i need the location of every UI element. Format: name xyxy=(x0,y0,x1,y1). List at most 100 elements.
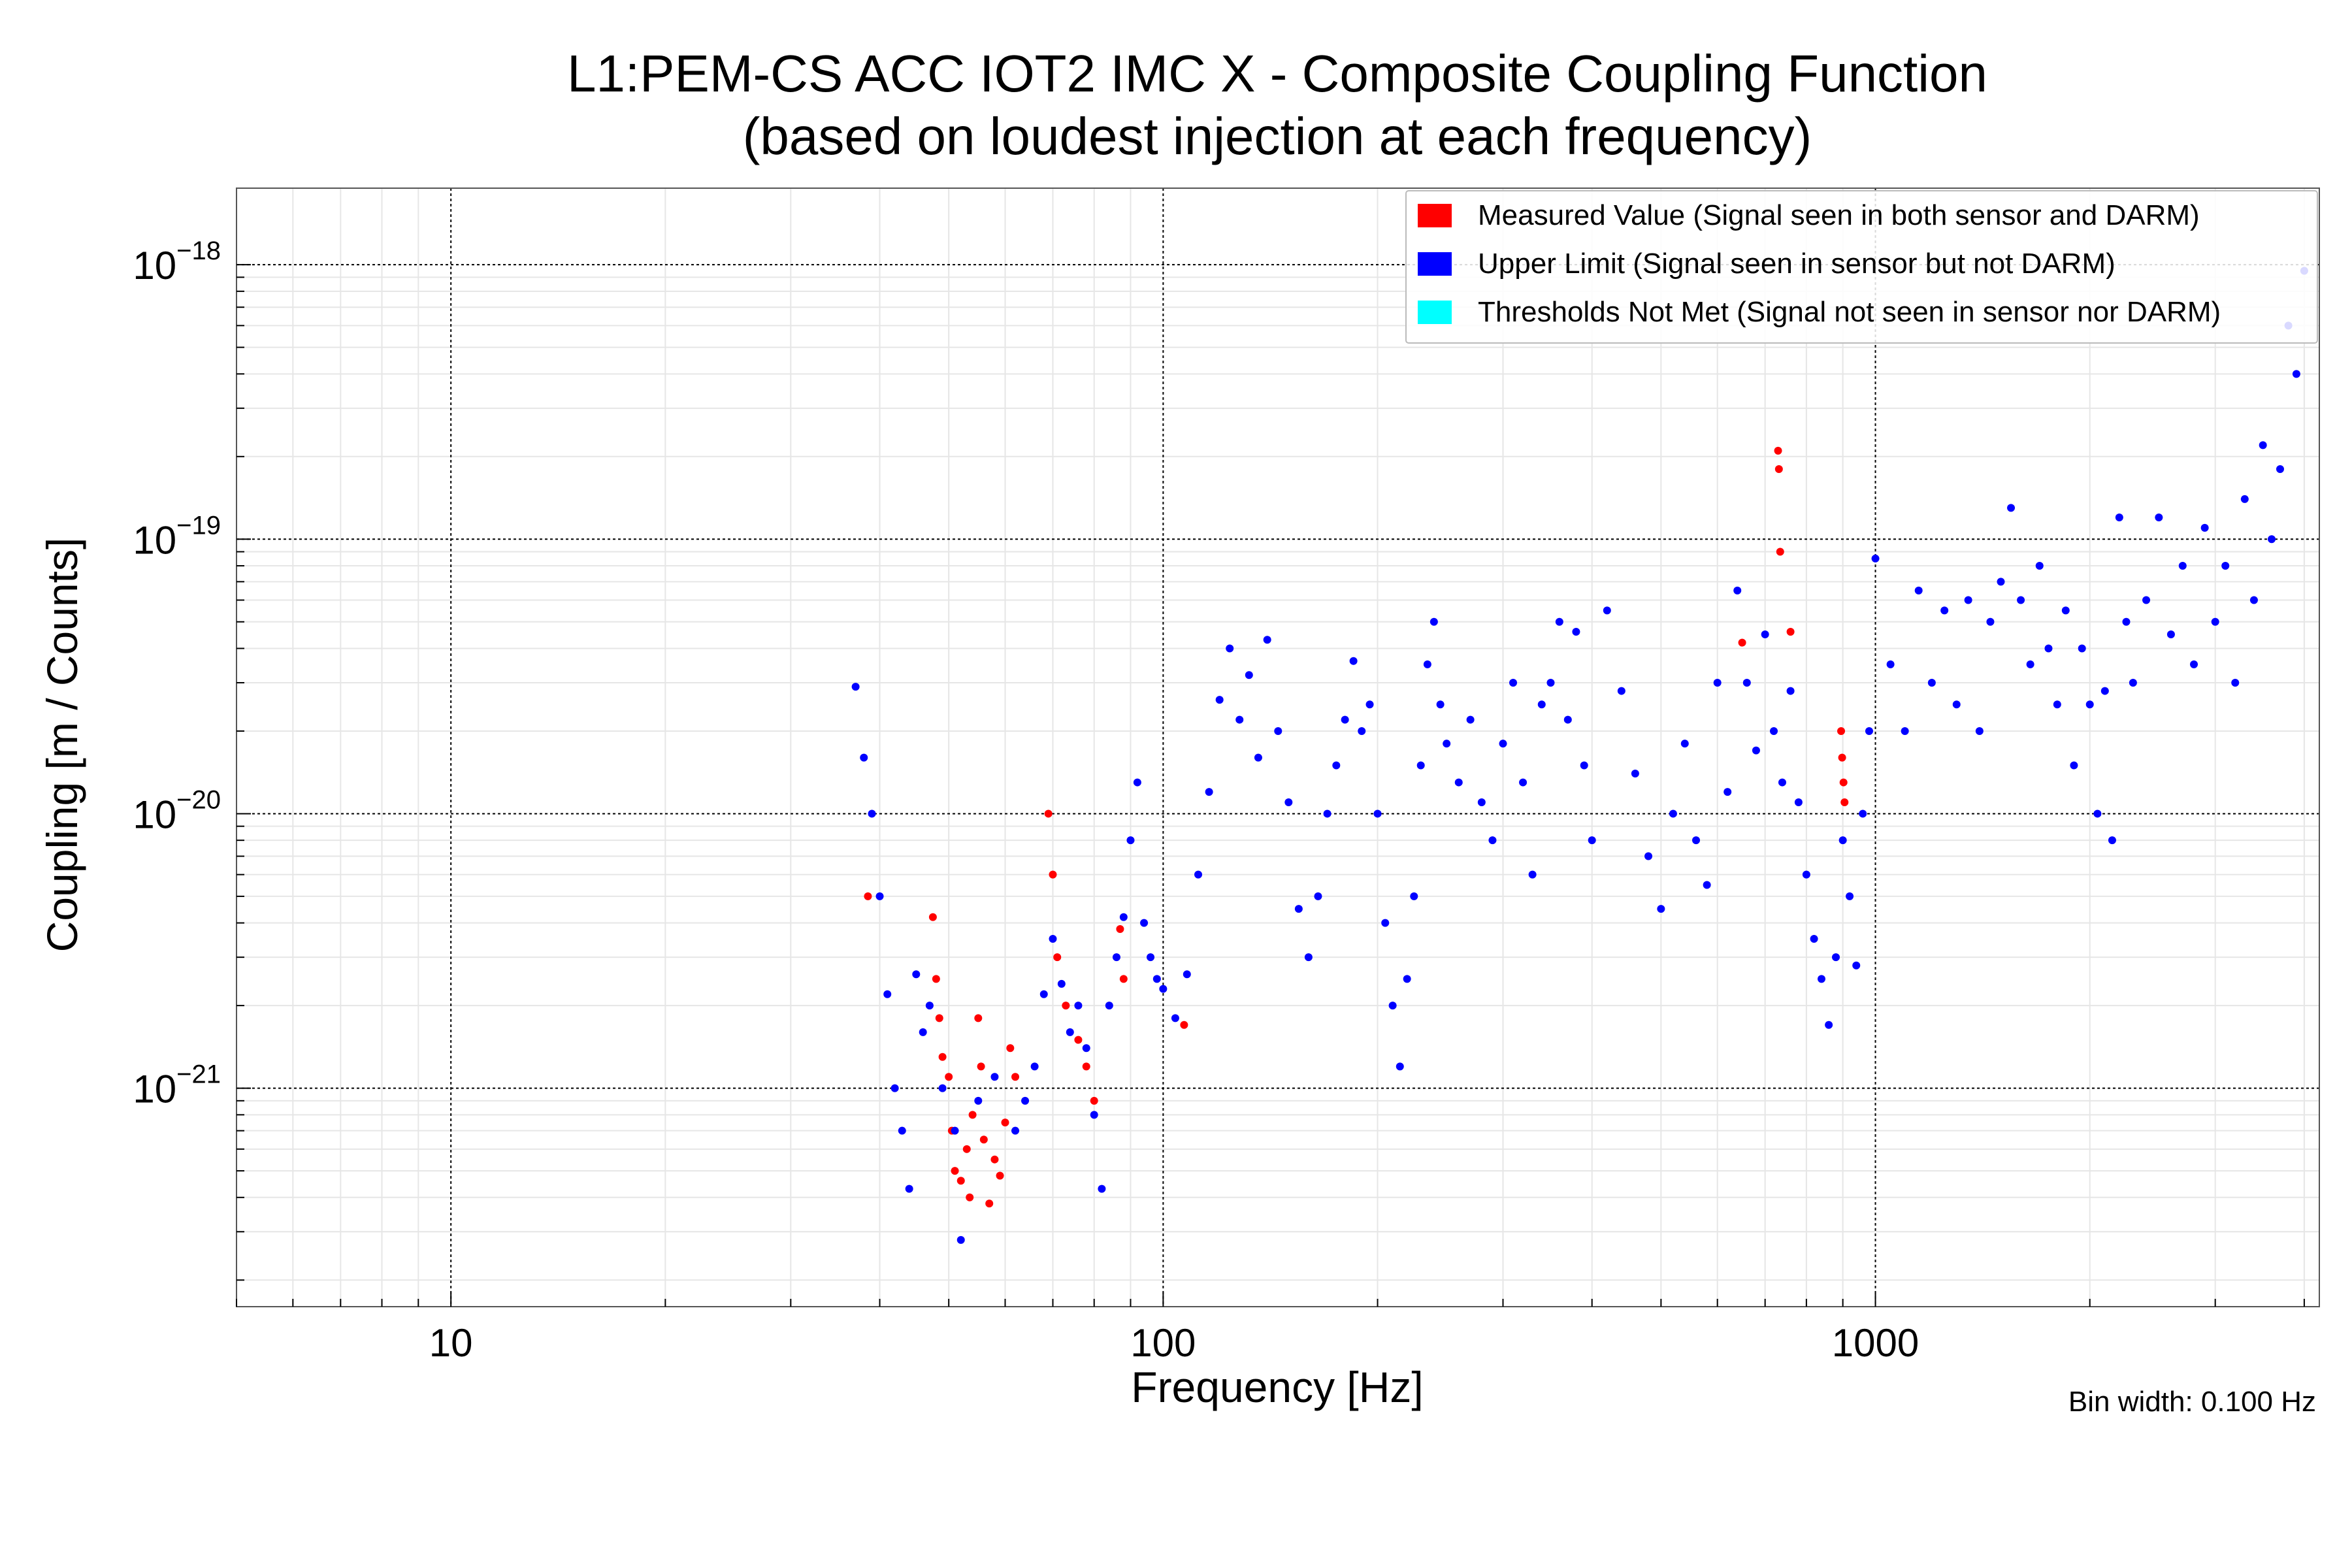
upper-limit-point xyxy=(905,1184,913,1193)
measured-point xyxy=(1116,925,1124,934)
x-tick-label: 10 xyxy=(429,1321,473,1365)
measured-point xyxy=(932,975,940,983)
upper-limit-point xyxy=(1403,975,1411,983)
upper-limit-point xyxy=(1528,870,1537,879)
measured-point xyxy=(935,1014,943,1022)
upper-limit-point xyxy=(2249,596,2258,604)
upper-limit-point xyxy=(1349,657,1358,665)
upper-limit-point xyxy=(2100,687,2109,695)
measured-point xyxy=(1011,1073,1020,1081)
upper-limit-point xyxy=(2007,504,2016,512)
upper-limit-point xyxy=(2061,606,2070,615)
measured-point xyxy=(1786,627,1795,636)
upper-limit-point xyxy=(1499,740,1507,748)
upper-limit-point xyxy=(1119,913,1128,921)
upper-limit-point xyxy=(1588,836,1596,845)
upper-limit-point xyxy=(2017,596,2025,604)
measured-point xyxy=(1074,1036,1083,1044)
upper-limit-point xyxy=(1555,617,1563,626)
upper-limit-point xyxy=(1245,671,1253,679)
measured-point xyxy=(1838,753,1846,762)
upper-limit-point xyxy=(1373,809,1382,818)
measured-point xyxy=(945,1073,953,1081)
upper-limit-point xyxy=(1381,919,1390,927)
measured-point xyxy=(1006,1044,1015,1053)
measured-point xyxy=(951,1167,959,1175)
legend-box xyxy=(1405,190,2318,344)
upper-limit-point xyxy=(1871,554,1880,563)
upper-limit-point xyxy=(1940,606,1949,615)
upper-limit-point xyxy=(1090,1111,1098,1119)
upper-limit-point xyxy=(1436,700,1445,709)
upper-limit-point xyxy=(1314,892,1322,900)
upper-limit-point xyxy=(1388,1002,1397,1010)
axis-ticks xyxy=(236,264,2305,1307)
upper-limit-point xyxy=(1742,678,1751,687)
upper-limit-point xyxy=(1631,770,1639,778)
upper-limit-point xyxy=(1215,696,1224,704)
upper-limit-point xyxy=(1644,852,1653,860)
y-tick-label: 10−19 xyxy=(133,511,221,562)
x-tick-labels: 10 100 1000 xyxy=(429,1321,1919,1365)
upper-limit-point xyxy=(1817,975,1825,983)
upper-limit-point xyxy=(1294,905,1303,913)
measured-point xyxy=(1774,446,1782,455)
upper-limit-point xyxy=(2166,630,2175,638)
measured-point xyxy=(979,1135,988,1144)
measured-point xyxy=(977,1062,985,1071)
measured-point xyxy=(1001,1119,1009,1127)
upper-limit-point xyxy=(1082,1044,1090,1053)
y-tick-label: 10−21 xyxy=(133,1060,221,1111)
upper-limit-point xyxy=(1723,788,1732,796)
upper-limit-point xyxy=(2115,514,2123,522)
major-grid xyxy=(237,188,2319,1307)
upper-limit-point xyxy=(1786,687,1795,695)
upper-limit-point xyxy=(1365,700,1374,709)
measured-point xyxy=(1082,1062,1090,1071)
upper-limit-point xyxy=(2035,561,2044,570)
upper-limit-point xyxy=(1914,586,1923,595)
upper-limit-point xyxy=(2070,761,2078,770)
upper-limit-point xyxy=(2108,836,2116,845)
upper-limit-point xyxy=(1680,740,1689,748)
y-axis-label: Coupling [m / Counts] xyxy=(38,538,86,953)
upper-limit-point xyxy=(2221,561,2230,570)
upper-limit-point xyxy=(1358,727,1366,735)
upper-limit-point xyxy=(2190,660,2198,668)
measured-point xyxy=(938,1053,947,1061)
upper-limit-point xyxy=(1927,678,1936,687)
upper-limit-point xyxy=(1546,678,1555,687)
upper-limit-point xyxy=(860,753,868,762)
upper-limit-point xyxy=(875,892,884,900)
upper-limit-point xyxy=(1846,892,1854,900)
upper-limit-point xyxy=(1752,746,1760,755)
upper-limit-point xyxy=(851,683,860,691)
upper-limit-point xyxy=(1537,700,1546,709)
upper-limit-point xyxy=(1284,798,1293,807)
upper-limit-point xyxy=(2292,370,2300,378)
upper-limit-point xyxy=(1021,1096,1030,1105)
upper-limit-point xyxy=(898,1126,906,1135)
upper-limit-point xyxy=(883,990,892,998)
upper-limit-point xyxy=(1263,636,1271,644)
upper-limit-point xyxy=(2085,700,2094,709)
upper-limit-point xyxy=(1098,1184,1106,1193)
upper-limit-point xyxy=(1112,953,1120,962)
upper-limit-point xyxy=(2231,678,2240,687)
upper-limit-point xyxy=(1416,761,1425,770)
upper-limit-point xyxy=(2026,660,2034,668)
upper-limit-point xyxy=(1194,870,1203,879)
measured-point xyxy=(1044,809,1053,818)
y-tick-labels: 10−21 10−20 10−19 10−18 xyxy=(133,237,221,1111)
upper-limit-point xyxy=(1254,753,1262,762)
upper-limit-point xyxy=(1454,778,1463,787)
upper-limit-point xyxy=(1105,1002,1113,1010)
upper-limit-point xyxy=(1074,1002,1083,1010)
upper-limit-point xyxy=(1859,809,1867,818)
bin-width-note: Bin width: 0.100 Hz xyxy=(2068,1386,2316,1418)
upper-limit-point xyxy=(2211,617,2219,626)
upper-limit-point xyxy=(1657,905,1665,913)
upper-limit-point xyxy=(1410,892,1418,900)
measured-point xyxy=(990,1155,999,1164)
